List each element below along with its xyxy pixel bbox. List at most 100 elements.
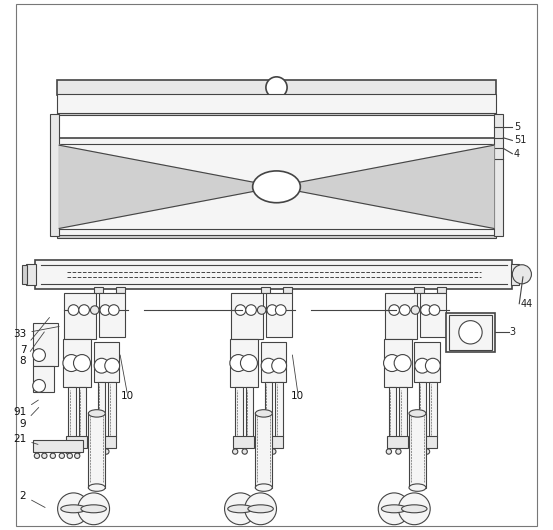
Circle shape (104, 449, 109, 454)
Bar (56, 235, 497, 238)
Bar (232, 293, 263, 339)
Bar (415, 436, 436, 448)
Circle shape (386, 449, 392, 454)
Bar (399, 387, 407, 437)
Circle shape (33, 379, 45, 392)
Bar (95, 436, 116, 448)
Circle shape (68, 305, 79, 315)
Bar (448, 315, 492, 350)
Bar (68, 387, 76, 437)
Circle shape (94, 449, 100, 454)
Text: 44: 44 (520, 299, 533, 308)
Ellipse shape (409, 410, 426, 417)
Text: 9: 9 (20, 408, 39, 429)
Ellipse shape (401, 505, 427, 513)
Bar (26, 264, 36, 285)
Bar (260, 342, 286, 382)
Bar (283, 287, 293, 293)
Circle shape (246, 305, 257, 315)
Circle shape (244, 493, 276, 525)
Bar (35, 260, 512, 289)
Text: 33: 33 (13, 326, 59, 339)
Bar (414, 287, 424, 293)
Bar (414, 342, 440, 382)
Bar (33, 323, 58, 366)
Ellipse shape (253, 171, 300, 202)
Ellipse shape (88, 410, 105, 417)
Bar (420, 293, 446, 337)
Bar (98, 382, 105, 437)
Circle shape (429, 305, 440, 315)
Text: 3: 3 (510, 328, 516, 337)
Circle shape (396, 449, 401, 454)
Bar (22, 265, 27, 284)
Circle shape (58, 493, 90, 525)
Bar (266, 293, 293, 337)
Bar (233, 436, 254, 448)
Bar (93, 287, 103, 293)
Text: 10: 10 (291, 392, 304, 401)
Bar (33, 366, 54, 392)
Circle shape (33, 349, 45, 361)
Bar (429, 382, 436, 437)
Circle shape (459, 321, 482, 344)
Bar (93, 342, 119, 382)
Bar (231, 339, 258, 387)
Bar (64, 339, 91, 387)
Circle shape (512, 264, 531, 284)
Circle shape (415, 358, 430, 373)
Circle shape (270, 449, 276, 454)
Ellipse shape (61, 505, 86, 513)
Ellipse shape (382, 505, 407, 513)
Bar (494, 114, 503, 236)
Circle shape (415, 449, 420, 454)
Circle shape (50, 453, 55, 458)
Circle shape (78, 493, 109, 525)
Circle shape (75, 453, 80, 458)
Text: 8: 8 (20, 332, 44, 366)
Circle shape (266, 77, 287, 98)
Polygon shape (298, 145, 494, 228)
Bar (419, 382, 426, 437)
Bar (56, 113, 497, 115)
Circle shape (425, 358, 440, 373)
Circle shape (235, 305, 246, 315)
Circle shape (241, 355, 257, 372)
Circle shape (41, 453, 47, 458)
Circle shape (225, 493, 257, 525)
Text: 4: 4 (514, 149, 520, 158)
Bar (65, 293, 96, 339)
Circle shape (389, 305, 399, 315)
Circle shape (424, 449, 430, 454)
Circle shape (59, 453, 65, 458)
Bar (56, 138, 497, 236)
Circle shape (257, 306, 266, 314)
Bar (446, 313, 495, 352)
Circle shape (275, 305, 286, 315)
Circle shape (105, 358, 119, 373)
Text: 21: 21 (13, 434, 38, 444)
Text: 7: 7 (20, 317, 49, 355)
Circle shape (242, 449, 247, 454)
Bar (99, 293, 126, 337)
Bar (108, 382, 116, 437)
Circle shape (75, 449, 80, 454)
Circle shape (230, 355, 247, 372)
Circle shape (261, 358, 276, 373)
Circle shape (398, 493, 430, 525)
Bar (116, 287, 126, 293)
Circle shape (421, 305, 431, 315)
Bar (409, 413, 426, 488)
Circle shape (394, 355, 411, 372)
Circle shape (74, 355, 91, 372)
Bar (389, 387, 397, 437)
Bar (66, 436, 87, 448)
Circle shape (272, 358, 286, 373)
Circle shape (66, 449, 71, 454)
Bar (436, 287, 446, 293)
Circle shape (94, 358, 109, 373)
Circle shape (67, 453, 72, 458)
Text: 10: 10 (121, 392, 134, 401)
Bar (260, 287, 270, 293)
Text: 5: 5 (514, 122, 520, 132)
